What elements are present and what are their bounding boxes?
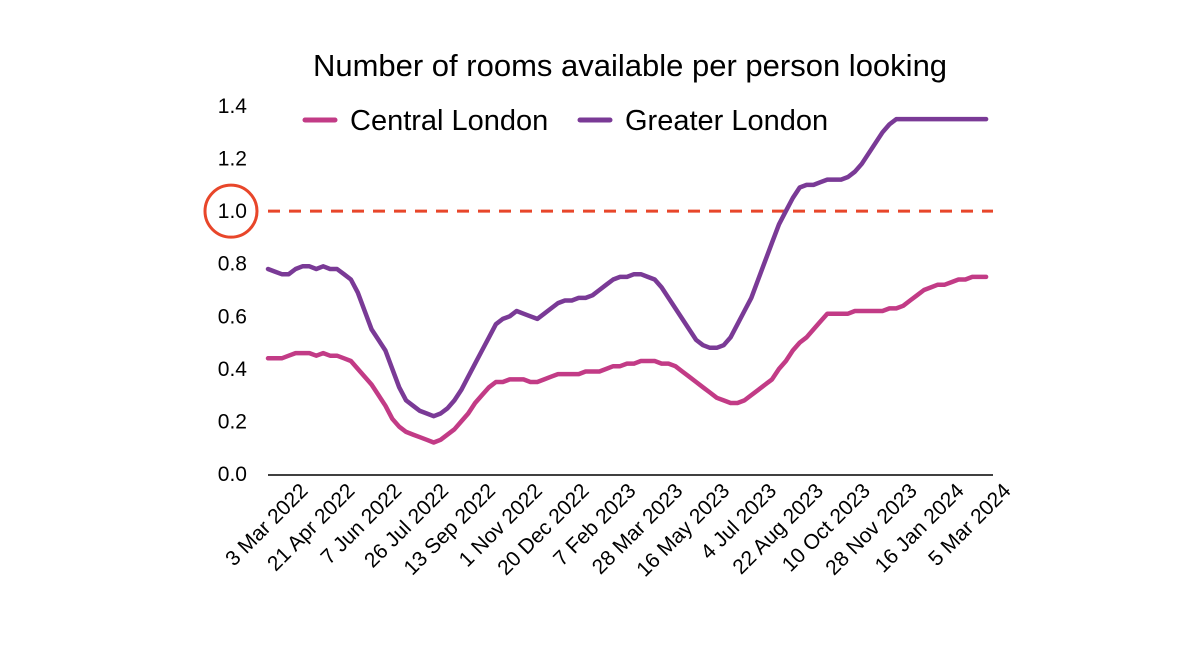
legend-label-central: Central London (350, 105, 548, 137)
chart-title: Number of rooms available per person loo… (313, 48, 947, 83)
series-line-greater (265, 116, 989, 419)
y-tick-label: 0.6 (218, 305, 247, 328)
highlight-circle (203, 183, 259, 239)
series-line-central (265, 274, 989, 445)
y-tick-label: 0.2 (218, 410, 247, 433)
y-tick-label: 1.4 (218, 95, 248, 118)
y-tick-label: 0.4 (218, 358, 248, 381)
series-group (265, 116, 989, 445)
y-tick-label: 1.0 (218, 200, 247, 223)
legend: Central London Greater London (302, 105, 828, 137)
legend-label-greater: Greater London (625, 105, 828, 137)
y-axis: 0.0 0.2 0.4 0.6 0.8 1.0 1.2 1.4 (203, 95, 259, 486)
y-tick-label: 1.2 (218, 148, 247, 171)
y-tick-label: 0.0 (218, 463, 247, 486)
y-tick-label: 0.8 (218, 253, 247, 276)
